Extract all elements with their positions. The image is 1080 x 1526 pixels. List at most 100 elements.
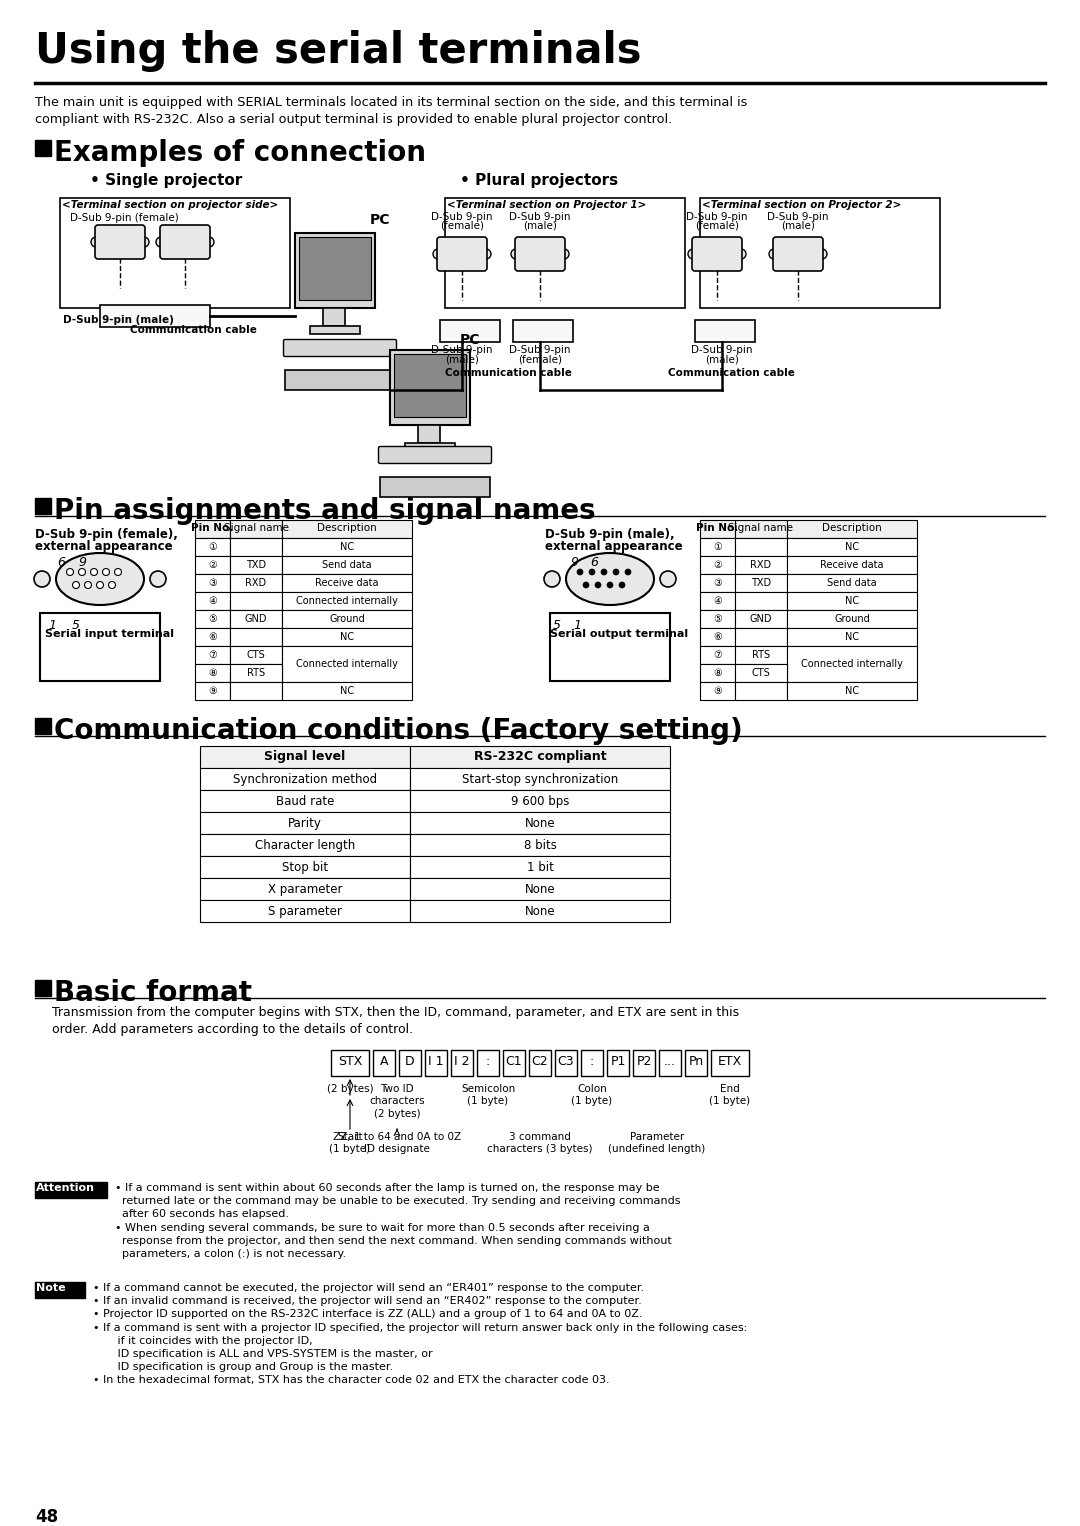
Text: 6: 6 bbox=[590, 555, 598, 569]
Text: Receive data: Receive data bbox=[820, 560, 883, 571]
Circle shape bbox=[459, 256, 465, 262]
Circle shape bbox=[816, 249, 827, 259]
Text: • Plural projectors: • Plural projectors bbox=[460, 172, 618, 188]
Circle shape bbox=[600, 569, 607, 575]
Circle shape bbox=[174, 244, 180, 250]
Text: Serial input terminal: Serial input terminal bbox=[45, 629, 174, 639]
Bar bbox=[700, 664, 735, 682]
Text: NC: NC bbox=[340, 687, 354, 696]
Text: D: D bbox=[405, 1054, 415, 1068]
Circle shape bbox=[792, 246, 797, 250]
Bar bbox=[200, 877, 410, 900]
Text: Description: Description bbox=[318, 523, 377, 533]
Circle shape bbox=[730, 256, 735, 262]
Bar bbox=[200, 790, 410, 812]
Bar bbox=[581, 1050, 603, 1076]
Bar bbox=[735, 682, 787, 700]
Bar bbox=[787, 574, 917, 592]
Bar bbox=[35, 980, 51, 996]
Bar bbox=[195, 645, 230, 664]
Circle shape bbox=[625, 569, 631, 575]
Circle shape bbox=[443, 256, 449, 262]
Text: 1 bit: 1 bit bbox=[527, 861, 553, 874]
Bar bbox=[200, 768, 410, 790]
Circle shape bbox=[698, 256, 704, 262]
Circle shape bbox=[198, 244, 204, 250]
Bar bbox=[35, 140, 51, 156]
Text: Communication conditions (Factory setting): Communication conditions (Factory settin… bbox=[54, 717, 743, 745]
Text: ③: ③ bbox=[208, 578, 217, 588]
Bar bbox=[445, 198, 685, 308]
Circle shape bbox=[719, 246, 725, 250]
Text: Ground: Ground bbox=[834, 613, 869, 624]
Text: RS-232C compliant: RS-232C compliant bbox=[474, 749, 606, 763]
Circle shape bbox=[706, 256, 712, 262]
FancyBboxPatch shape bbox=[515, 237, 565, 272]
Text: NC: NC bbox=[340, 632, 354, 642]
Text: <Terminal section on projector side>: <Terminal section on projector side> bbox=[62, 200, 279, 211]
FancyBboxPatch shape bbox=[692, 237, 742, 272]
Text: external appearance: external appearance bbox=[35, 540, 173, 552]
Text: Note: Note bbox=[36, 1283, 66, 1293]
FancyBboxPatch shape bbox=[378, 447, 491, 464]
Text: Connected internally: Connected internally bbox=[801, 659, 903, 668]
Circle shape bbox=[583, 581, 589, 588]
Bar bbox=[529, 1050, 551, 1076]
Text: PC: PC bbox=[370, 214, 391, 227]
Bar bbox=[399, 1050, 421, 1076]
Bar bbox=[60, 198, 291, 308]
FancyBboxPatch shape bbox=[437, 237, 487, 272]
Circle shape bbox=[114, 569, 121, 575]
Bar bbox=[200, 900, 410, 922]
Circle shape bbox=[72, 581, 80, 589]
Circle shape bbox=[710, 246, 716, 250]
Text: (male): (male) bbox=[445, 356, 478, 365]
Bar bbox=[735, 645, 787, 664]
Text: ...: ... bbox=[664, 1054, 676, 1068]
Circle shape bbox=[728, 246, 734, 250]
Text: NC: NC bbox=[845, 687, 859, 696]
Circle shape bbox=[464, 246, 470, 250]
Text: ⑧: ⑧ bbox=[713, 668, 721, 678]
Bar bbox=[200, 746, 410, 768]
Text: Communication cable: Communication cable bbox=[130, 325, 257, 336]
Circle shape bbox=[529, 256, 535, 261]
Text: ①: ① bbox=[208, 542, 217, 552]
Text: I 2: I 2 bbox=[455, 1054, 470, 1068]
Text: Signal level: Signal level bbox=[265, 749, 346, 763]
Bar bbox=[700, 610, 735, 629]
Text: Serial output terminal: Serial output terminal bbox=[550, 629, 688, 639]
Circle shape bbox=[688, 249, 698, 259]
Bar bbox=[700, 520, 735, 539]
Text: external appearance: external appearance bbox=[545, 540, 683, 552]
Text: Character length: Character length bbox=[255, 839, 355, 852]
Text: (male): (male) bbox=[523, 221, 557, 230]
Text: (female): (female) bbox=[440, 221, 484, 230]
Text: ⑨: ⑨ bbox=[713, 687, 721, 696]
Circle shape bbox=[455, 246, 461, 250]
Text: ⑥: ⑥ bbox=[208, 632, 217, 642]
Bar bbox=[607, 1050, 629, 1076]
Bar bbox=[282, 574, 411, 592]
Circle shape bbox=[542, 246, 548, 250]
Bar bbox=[35, 1282, 85, 1299]
Bar bbox=[787, 520, 917, 539]
Bar bbox=[735, 664, 787, 682]
Circle shape bbox=[619, 581, 625, 588]
Text: 1: 1 bbox=[573, 620, 581, 632]
Circle shape bbox=[714, 256, 720, 262]
Circle shape bbox=[552, 246, 556, 250]
Bar bbox=[405, 443, 455, 452]
Circle shape bbox=[511, 249, 521, 259]
Circle shape bbox=[178, 233, 184, 240]
Bar bbox=[410, 877, 670, 900]
Text: TXD: TXD bbox=[751, 578, 771, 588]
Text: Start
(1 byte): Start (1 byte) bbox=[329, 1132, 370, 1154]
Text: Attention: Attention bbox=[36, 1183, 95, 1193]
Bar bbox=[230, 574, 282, 592]
Text: <Terminal section on Projector 1>: <Terminal section on Projector 1> bbox=[447, 200, 646, 211]
Bar bbox=[282, 629, 411, 645]
Text: Description: Description bbox=[822, 523, 882, 533]
Text: ⑤: ⑤ bbox=[713, 613, 721, 624]
Text: RXD: RXD bbox=[245, 578, 267, 588]
